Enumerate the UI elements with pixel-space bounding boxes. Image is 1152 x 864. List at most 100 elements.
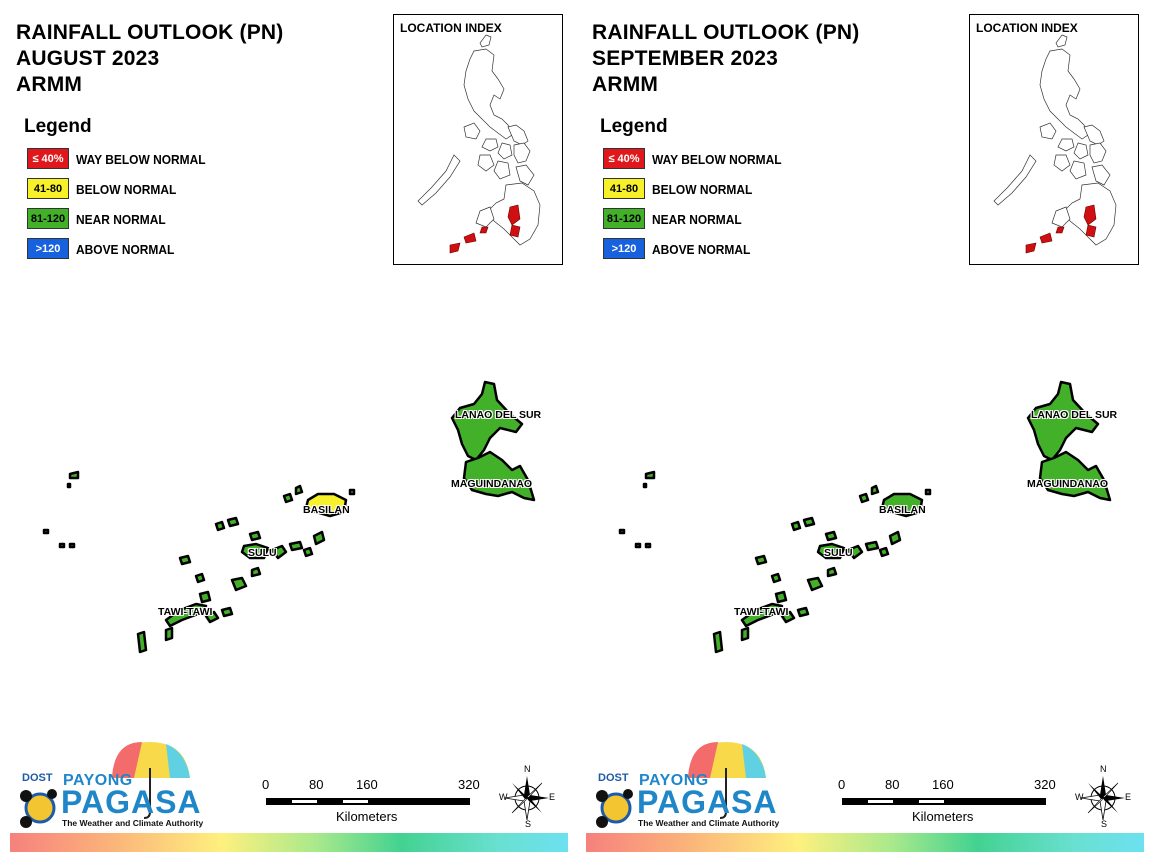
legend-item-above-normal: >120 ABOVE NORMAL [600, 238, 750, 268]
scale-unit: Kilometers [336, 809, 398, 824]
legend-item-below-normal: 41-80 BELOW NORMAL [600, 178, 752, 208]
scale-tick: 0 [838, 777, 846, 792]
payong-text: PAYONG [639, 772, 709, 789]
compass-w: W [499, 792, 508, 802]
map-title: RAINFALL OUTLOOK (PN) SEPTEMBER 2023 ARM… [592, 20, 859, 98]
label-lanao-del-sur: LANAO DEL SUR [455, 409, 542, 421]
label-tawi-tawi: TAWI-TAWI [734, 606, 789, 618]
outlook-panel-september: RAINFALL OUTLOOK (PN) SEPTEMBER 2023 ARM… [576, 0, 1152, 864]
location-index-title: LOCATION INDEX [976, 21, 1078, 35]
map-title: RAINFALL OUTLOOK (PN) AUGUST 2023 ARMM [16, 20, 283, 98]
dost-text: DOST [22, 772, 53, 784]
umbrella-icon [20, 742, 190, 828]
philippines-index-shape [417, 34, 541, 254]
armm-province-map [618, 380, 1112, 654]
legend-swatch: ≤ 40% [603, 148, 645, 169]
label-lanao-del-sur: LANAO DEL SUR [1031, 409, 1118, 421]
scale-bar: 0 80 160 320 Kilometers [838, 777, 1068, 827]
label-basilan: BASILAN [303, 504, 350, 516]
pagasa-tagline: The Weather and Climate Authority [638, 818, 780, 828]
legend-swatch: 81-120 [603, 208, 645, 229]
outlook-panel-august: RAINFALL OUTLOOK (PN) AUGUST 2023 ARMM L… [10, 14, 568, 852]
legend-label: ABOVE NORMAL [76, 242, 175, 257]
legend-item-way-below-normal: ≤ 40% WAY BELOW NORMAL [600, 148, 782, 178]
province-maguindanao [462, 450, 536, 502]
province-tawi-tawi [644, 470, 810, 654]
compass-e: E [1125, 792, 1132, 802]
pagasa-logo: DOST PAYONG PAGASA The Weather and Clima… [590, 738, 779, 833]
compass-rose-icon [504, 776, 549, 821]
location-index-map: LOCATION INDEX [969, 14, 1139, 265]
legend-title: Legend [24, 116, 92, 137]
armm-province-map [42, 380, 536, 654]
legend-label: BELOW NORMAL [76, 182, 177, 197]
title-line-3: ARMM [16, 73, 83, 96]
compass-e: E [549, 792, 556, 802]
label-basilan: BASILAN [879, 504, 926, 516]
scale-tick: 160 [356, 777, 378, 792]
philippines-index-shape [993, 34, 1117, 254]
legend-label: NEAR NORMAL [76, 212, 166, 227]
scale-tick: 80 [309, 777, 324, 792]
footer-color-strip [10, 833, 568, 852]
compass-s: S [525, 819, 532, 829]
title-line-3: ARMM [592, 73, 659, 96]
label-maguindanao: MAGUINDANAO [451, 478, 533, 490]
compass-n: N [1100, 764, 1107, 774]
legend-item-below-normal: 41-80 BELOW NORMAL [24, 178, 176, 208]
pagasa-tagline: The Weather and Climate Authority [62, 818, 204, 828]
scale-tick: 80 [885, 777, 900, 792]
legend-swatch: 41-80 [603, 178, 645, 199]
province-sulu [790, 516, 880, 592]
province-tawi-tawi [68, 470, 234, 654]
payong-text: PAYONG [63, 772, 133, 789]
umbrella-icon [596, 742, 766, 828]
scale-tick: 320 [458, 777, 480, 792]
province-basilan [304, 492, 348, 518]
scale-tick: 320 [1034, 777, 1056, 792]
legend-item-near-normal: 81-120 NEAR NORMAL [600, 208, 742, 238]
scale-tick: 160 [932, 777, 954, 792]
pagasa-text: PAGASA [61, 784, 202, 820]
pagasa-text: PAGASA [637, 784, 778, 820]
title-line-1: RAINFALL OUTLOOK (PN) [16, 21, 284, 44]
scale-bar-graphic [266, 798, 470, 805]
legend-item-near-normal: 81-120 NEAR NORMAL [24, 208, 166, 238]
label-sulu: SULU [824, 547, 853, 559]
compass-rose-icon [1080, 776, 1125, 821]
legend: Legend ≤ 40% WAY BELOW NORMAL 41-80 BELO… [24, 116, 206, 268]
province-basilan [880, 492, 924, 518]
province-sulu [214, 516, 304, 592]
legend-swatch: >120 [27, 238, 69, 259]
legend-label: WAY BELOW NORMAL [652, 152, 782, 167]
scale-unit: Kilometers [912, 809, 974, 824]
province-lanao-del-sur [1026, 380, 1100, 462]
scale-tick: 0 [262, 777, 270, 792]
north-arrow: N S E W [498, 764, 556, 829]
scale-bar-graphic [842, 798, 1046, 805]
province-maguindanao [1038, 450, 1112, 502]
footer-color-strip [586, 833, 1144, 852]
title-line-2: AUGUST 2023 [16, 47, 160, 70]
legend-swatch: ≤ 40% [27, 148, 69, 169]
legend-label: WAY BELOW NORMAL [76, 152, 206, 167]
compass-n: N [524, 764, 531, 774]
legend-item-above-normal: >120 ABOVE NORMAL [24, 238, 174, 268]
legend-title: Legend [600, 116, 668, 137]
legend-item-way-below-normal: ≤ 40% WAY BELOW NORMAL [24, 148, 206, 178]
legend-swatch: 41-80 [27, 178, 69, 199]
scale-bar: 0 80 160 320 Kilometers [262, 777, 492, 827]
title-line-2: SEPTEMBER 2023 [592, 47, 779, 70]
location-index-map: LOCATION INDEX [393, 14, 563, 265]
legend: Legend ≤ 40% WAY BELOW NORMAL 41-80 BELO… [600, 116, 782, 268]
compass-s: S [1101, 819, 1108, 829]
title-line-1: RAINFALL OUTLOOK (PN) [592, 21, 860, 44]
north-arrow: N S E W [1074, 764, 1132, 829]
label-tawi-tawi: TAWI-TAWI [158, 606, 213, 618]
legend-swatch: >120 [603, 238, 645, 259]
label-maguindanao: MAGUINDANAO [1027, 478, 1109, 490]
pagasa-logo: DOST PAYONG PAGASA The Weather and Clima… [14, 738, 203, 833]
province-lanao-del-sur [450, 380, 524, 462]
legend-label: NEAR NORMAL [652, 212, 742, 227]
legend-label: BELOW NORMAL [652, 182, 753, 197]
